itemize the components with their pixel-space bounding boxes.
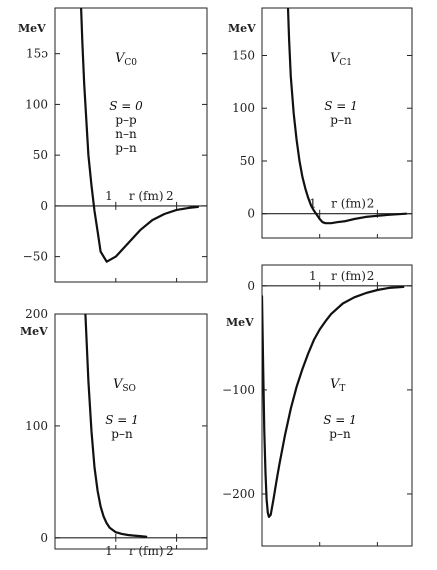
potential-name: VT (330, 377, 345, 394)
y-tick-label: 150 (232, 48, 255, 62)
potential-curve (84, 314, 148, 538)
y-tick-label: 0 (247, 279, 255, 293)
plot-frame (261, 7, 413, 239)
panel-vc0: −50 0 50 100 15ɔ 1 2r (fm) MeV VC0 S = 0p–pn–np–n (18, 7, 208, 283)
y-tick-label: 0 (40, 199, 48, 213)
y-tick-label: −50 (23, 250, 48, 264)
x-tick-label: 2 (166, 189, 174, 203)
x-tick-label: 1 (309, 197, 317, 211)
annotation: S = 0 (109, 99, 143, 113)
x-tick-label: 2 (166, 544, 174, 558)
annotation: p–n (111, 427, 133, 441)
plot-frame (54, 7, 208, 283)
potential-name-subscript: SO (122, 384, 136, 394)
potential-curve (80, 8, 199, 263)
plot-frame (261, 264, 413, 547)
panel-vso: 0 100 200 1 2r (fm) MeV VSO S = 1p–n (20, 307, 208, 558)
x-axis-label: r (fm) (331, 197, 366, 211)
x-tick-label: 1 (105, 189, 113, 203)
annotation: S = 1 (105, 413, 139, 427)
potential-curve (262, 285, 405, 518)
y-axis-label: MeV (226, 316, 254, 329)
annotation: S = 1 (323, 413, 357, 427)
annotation: p–n (329, 427, 351, 441)
x-tick-label: 1 (309, 269, 317, 283)
y-tick-label: 200 (25, 307, 48, 321)
annotation: p–n (115, 141, 137, 155)
y-tick-label: −100 (222, 383, 255, 397)
y-tick-label: 0 (40, 531, 48, 545)
potential-name: VC0 (115, 51, 137, 68)
y-tick-label: 50 (240, 154, 255, 168)
annotation: n–n (115, 127, 137, 141)
x-tick-label: 2 (367, 197, 375, 211)
annotation: p–p (115, 113, 137, 127)
y-tick-label: 100 (232, 101, 255, 115)
y-tick-label: 100 (25, 419, 48, 433)
x-tick-label: 1 (105, 544, 113, 558)
x-axis-label: r (fm) (129, 544, 164, 558)
y-tick-label: 100 (25, 97, 48, 111)
y-axis-label: MeV (228, 22, 256, 35)
y-tick-label: 50 (33, 148, 48, 162)
x-axis-label: r (fm) (129, 189, 164, 203)
potential-curve (286, 8, 408, 225)
panel-vt: −200 −100 0 1 2r (fm) MeV VT S = 1p–n (222, 264, 413, 547)
y-axis-label: MeV (20, 325, 48, 338)
annotation: S = 1 (324, 99, 358, 113)
y-tick-label: −200 (222, 487, 255, 501)
plot-frame (54, 313, 208, 550)
panel-vc1: 0 50 100 150 1 2r (fm) MeV VC1 S = 1p–n (228, 7, 413, 239)
y-tick-label: 15ɔ (26, 47, 48, 61)
x-axis-label: r (fm) (331, 269, 366, 283)
potential-name: VSO (113, 377, 136, 394)
y-axis-label: MeV (18, 22, 46, 35)
potential-name-subscript: T (339, 384, 345, 394)
potential-name: VC1 (330, 51, 352, 68)
annotation: p–n (330, 113, 352, 127)
potential-name-subscript: C0 (124, 58, 137, 68)
y-tick-label: 0 (247, 207, 255, 221)
potential-name-subscript: C1 (339, 58, 352, 68)
x-tick-label: 2 (367, 269, 375, 283)
